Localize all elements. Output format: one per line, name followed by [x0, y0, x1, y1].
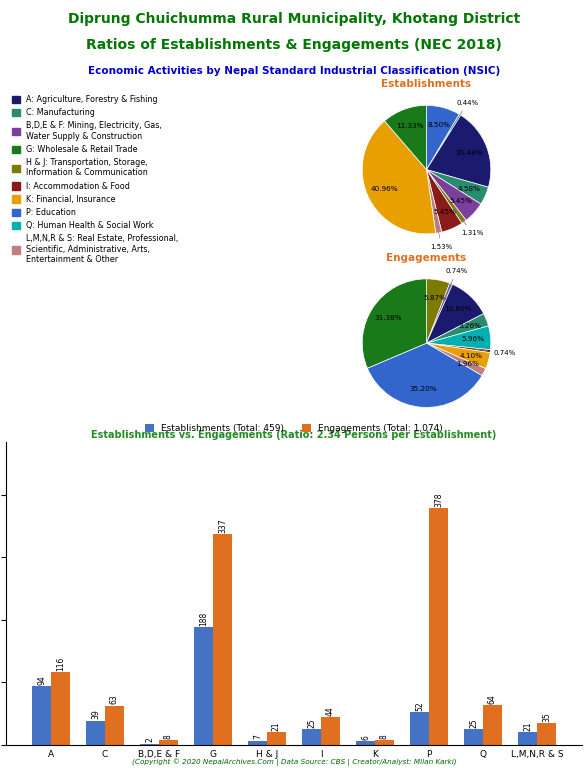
Text: 116: 116 [56, 657, 65, 671]
Bar [159, 740, 178, 745]
Wedge shape [426, 343, 486, 376]
Wedge shape [368, 343, 482, 408]
Text: 31.38%: 31.38% [374, 315, 402, 320]
Bar [140, 743, 159, 745]
Bar [248, 740, 267, 745]
Text: 10.80%: 10.80% [445, 306, 472, 313]
Wedge shape [426, 170, 481, 220]
Text: 188: 188 [199, 612, 208, 626]
Text: 5.96%: 5.96% [461, 336, 484, 343]
Text: 52: 52 [415, 701, 424, 711]
Text: 6: 6 [361, 735, 370, 740]
Wedge shape [426, 284, 484, 343]
Text: 39: 39 [91, 710, 100, 720]
Text: 4.10%: 4.10% [460, 353, 483, 359]
Wedge shape [426, 343, 490, 369]
Bar [32, 686, 51, 745]
Legend: A: Agriculture, Forestry & Fishing, C: Manufacturing, B,D,E & F: Mining, Electri: A: Agriculture, Forestry & Fishing, C: M… [10, 93, 180, 266]
Bar [321, 717, 340, 745]
Legend: Establishments (Total: 459), Engagements (Total: 1,074): Establishments (Total: 459), Engagements… [143, 422, 445, 435]
Text: 8: 8 [164, 734, 173, 739]
Text: 11.33%: 11.33% [396, 123, 424, 129]
Text: 5.45%: 5.45% [449, 197, 472, 204]
Text: 4.58%: 4.58% [457, 186, 480, 191]
Text: 64: 64 [488, 694, 497, 703]
Text: 1.31%: 1.31% [454, 207, 483, 237]
Bar [429, 508, 448, 745]
Bar [518, 732, 537, 745]
Wedge shape [426, 170, 462, 232]
Wedge shape [426, 279, 450, 343]
Wedge shape [426, 114, 461, 170]
Bar [302, 730, 321, 745]
Text: Economic Activities by Nepal Standard Industrial Classification (NSIC): Economic Activities by Nepal Standard In… [88, 66, 500, 76]
Text: 25: 25 [469, 718, 478, 728]
Text: 337: 337 [218, 518, 227, 533]
Wedge shape [362, 121, 436, 234]
Text: Diprung Chuichumma Rural Municipality, Khotang District: Diprung Chuichumma Rural Municipality, K… [68, 12, 520, 25]
Wedge shape [426, 170, 466, 223]
Bar [483, 705, 502, 745]
Title: Establishments: Establishments [382, 79, 472, 89]
Text: 8: 8 [380, 734, 389, 739]
Wedge shape [426, 105, 459, 170]
Bar [194, 627, 213, 745]
Wedge shape [426, 326, 491, 349]
Text: 0.74%: 0.74% [445, 268, 467, 300]
Wedge shape [426, 343, 490, 353]
Wedge shape [385, 105, 426, 170]
Wedge shape [426, 170, 442, 233]
Text: 378: 378 [434, 492, 443, 507]
Wedge shape [426, 170, 489, 204]
Bar [356, 741, 375, 745]
Text: 44: 44 [326, 707, 335, 717]
Text: 25: 25 [307, 718, 316, 728]
Text: 8.50%: 8.50% [427, 122, 450, 128]
Text: 1.53%: 1.53% [430, 216, 453, 250]
Text: 5.87%: 5.87% [423, 295, 446, 300]
Bar [375, 740, 394, 745]
Text: Ratios of Establishments & Engagements (NEC 2018): Ratios of Establishments & Engagements (… [86, 38, 502, 52]
Bar [537, 723, 556, 745]
Text: 1.96%: 1.96% [456, 361, 479, 367]
Text: 94: 94 [37, 675, 46, 685]
Bar [86, 720, 105, 745]
Bar [213, 534, 232, 745]
Text: 0.44%: 0.44% [451, 100, 479, 130]
Bar [51, 672, 70, 745]
Text: 21: 21 [272, 721, 281, 730]
Text: 35.20%: 35.20% [410, 386, 437, 392]
Text: 40.96%: 40.96% [370, 186, 398, 192]
Text: 0.74%: 0.74% [473, 349, 516, 356]
Text: 3.26%: 3.26% [458, 323, 481, 329]
Text: 2: 2 [145, 738, 154, 743]
Bar [267, 732, 286, 745]
Wedge shape [426, 313, 489, 343]
Bar [464, 730, 483, 745]
Text: 63: 63 [110, 694, 119, 704]
Wedge shape [362, 279, 426, 368]
Text: 5.45%: 5.45% [433, 209, 456, 215]
Bar [105, 706, 124, 745]
Wedge shape [426, 283, 453, 343]
Title: Establishments vs. Engagements (Ratio: 2.34 Persons per Establishment): Establishments vs. Engagements (Ratio: 2… [91, 430, 497, 440]
Text: 21: 21 [523, 721, 532, 730]
Text: 7: 7 [253, 734, 262, 740]
Text: 20.48%: 20.48% [456, 150, 483, 156]
Text: (Copyright © 2020 NepalArchives.Com | Data Source: CBS | Creator/Analyst: Milan : (Copyright © 2020 NepalArchives.Com | Da… [132, 759, 456, 766]
Text: 35: 35 [542, 712, 551, 722]
Wedge shape [426, 115, 491, 187]
Bar [410, 713, 429, 745]
Title: Engagements: Engagements [386, 253, 467, 263]
